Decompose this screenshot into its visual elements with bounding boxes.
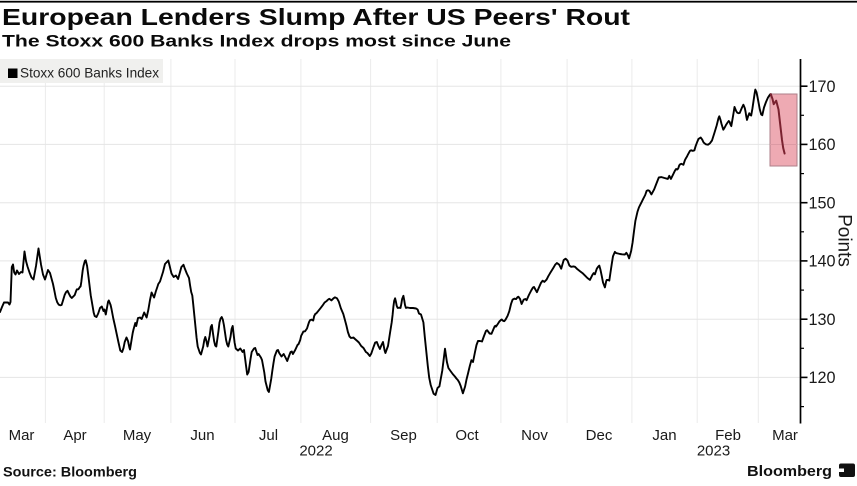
svg-text:Dec: Dec: [586, 427, 613, 444]
svg-text:Points: Points: [834, 214, 855, 267]
svg-text:European Lenders Slump After U: European Lenders Slump After US Peers' R…: [2, 4, 630, 30]
svg-text:120: 120: [809, 369, 836, 387]
svg-text:Nov: Nov: [521, 427, 548, 444]
svg-text:130: 130: [809, 311, 836, 329]
svg-text:Stoxx 600 Banks Index: Stoxx 600 Banks Index: [20, 66, 159, 81]
svg-text:2022: 2022: [299, 443, 332, 460]
svg-text:150: 150: [809, 194, 836, 212]
svg-text:170: 170: [809, 78, 836, 96]
svg-text:The Stoxx 600 Banks Index drop: The Stoxx 600 Banks Index drops most sin…: [2, 33, 511, 51]
svg-text:Jul: Jul: [259, 427, 278, 444]
svg-text:Oct: Oct: [455, 427, 479, 444]
svg-text:Jan: Jan: [652, 427, 676, 444]
svg-text:May: May: [123, 427, 152, 444]
svg-text:Apr: Apr: [63, 427, 86, 444]
svg-text:Sep: Sep: [390, 427, 417, 444]
svg-text:Source: Bloomberg: Source: Bloomberg: [3, 465, 137, 480]
svg-text:Mar: Mar: [9, 427, 35, 444]
svg-text:140: 140: [809, 253, 836, 271]
svg-text:Aug: Aug: [322, 427, 349, 444]
svg-text:Jun: Jun: [190, 427, 214, 444]
svg-text:Feb: Feb: [715, 427, 741, 444]
svg-text:Bloomberg: Bloomberg: [747, 463, 832, 480]
svg-text:160: 160: [809, 136, 836, 154]
svg-text:2023: 2023: [697, 443, 730, 460]
svg-text:Mar: Mar: [772, 427, 798, 444]
